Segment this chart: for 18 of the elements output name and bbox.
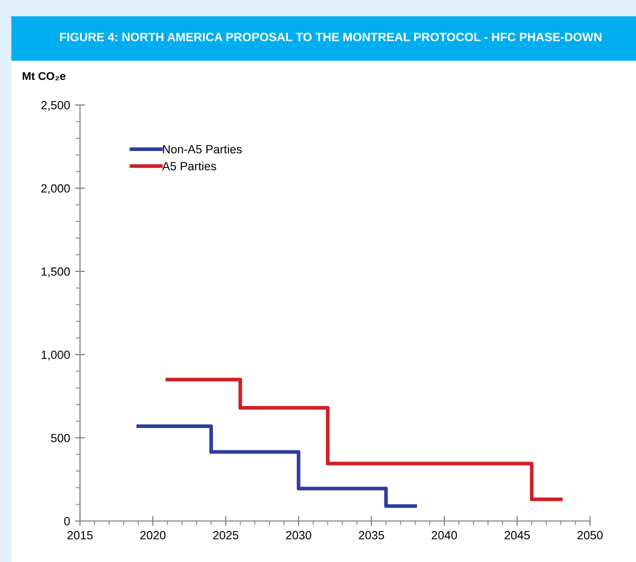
y-tick-label: 1,500: [42, 267, 70, 278]
x-tick-label: 2045: [504, 531, 530, 540]
x-tick-label: 2050: [577, 531, 603, 540]
x-tick-label: 2025: [213, 531, 238, 540]
legend-label: A5 Parties: [162, 162, 216, 170]
x-tick-label: 2015: [67, 531, 93, 540]
y-tick-label: 1,000: [42, 350, 70, 360]
y-axis-title: Mt CO₂e: [22, 72, 66, 80]
y-tick-label: 500: [51, 434, 70, 442]
y-tick-label: 2,000: [41, 184, 70, 194]
x-tick-label: 2035: [358, 531, 384, 540]
legend-label: Non-A5 Parties: [163, 144, 242, 154]
y-tick-label: 0: [64, 517, 70, 526]
x-tick-label: 2030: [286, 531, 312, 540]
x-tick-label: 2040: [432, 531, 457, 540]
chart-title: FIGURE 4: NORTH AMERICA PROPOSAL TO THE MONTREAL PROTOCOL - HFC PHASE-DOWN: [60, 32, 602, 42]
x-tick-label: 2020: [140, 531, 166, 540]
y-tick-label: 2,500: [41, 101, 70, 111]
